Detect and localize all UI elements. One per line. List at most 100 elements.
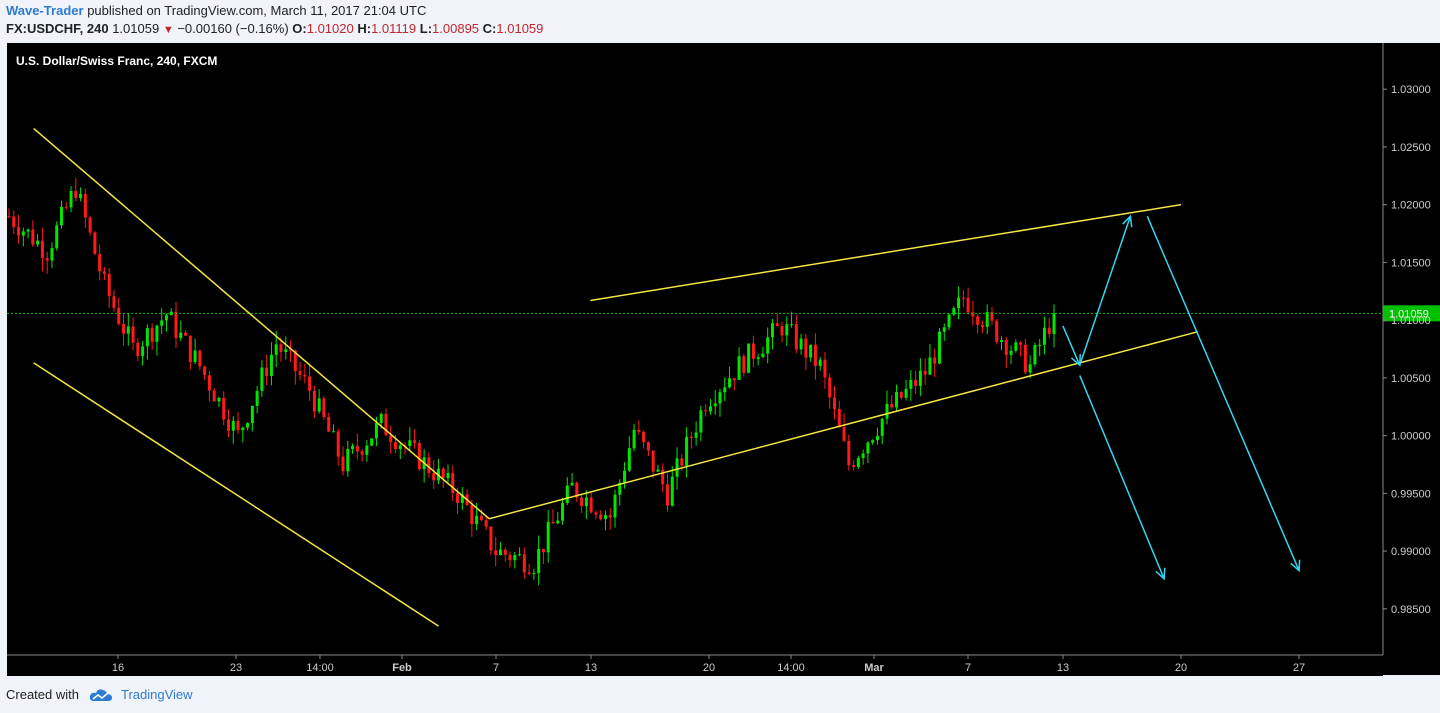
- arrow-head: [1155, 567, 1166, 581]
- candle-body: [718, 392, 722, 404]
- candle-body: [351, 445, 355, 450]
- created-with-label: Created with: [6, 687, 79, 702]
- candle-body: [131, 326, 135, 343]
- candle-body: [222, 397, 226, 420]
- candle-body: [556, 520, 560, 524]
- candle-body: [823, 359, 827, 378]
- candle-body: [546, 521, 550, 553]
- price-tick-label: 1.02000: [1391, 200, 1431, 212]
- candle-body: [918, 370, 922, 386]
- low-label: L:: [419, 21, 433, 36]
- candle-body: [603, 515, 607, 520]
- candle-body: [36, 240, 40, 245]
- candle-body: [327, 417, 331, 432]
- candle-body: [861, 453, 865, 459]
- candle-body: [427, 457, 431, 474]
- chart-title: U.S. Dollar/Swiss Franc, 240, FXCM: [16, 54, 217, 68]
- time-tick-label: 20: [703, 662, 715, 674]
- candle-body: [21, 231, 25, 236]
- candle-body: [589, 497, 593, 513]
- candle-body: [613, 494, 617, 518]
- close-value: 1.01059: [496, 21, 544, 36]
- author-link[interactable]: Wave-Trader: [6, 3, 84, 18]
- candle-body: [785, 324, 789, 336]
- candle-body: [713, 403, 717, 407]
- candle-body: [675, 458, 679, 477]
- time-tick-label: 16: [112, 662, 124, 674]
- candle-body: [947, 314, 951, 328]
- price-tick-label: 1.01500: [1391, 257, 1431, 269]
- candle-body: [26, 229, 30, 232]
- candle-body: [561, 503, 565, 521]
- candle-body: [837, 409, 841, 428]
- candle-body: [737, 356, 741, 380]
- last-value: 1.01059: [112, 21, 160, 36]
- candle-body: [45, 257, 49, 261]
- candle-body: [83, 193, 87, 218]
- price-tick-label: 1.03000: [1391, 84, 1431, 96]
- candle-body: [575, 482, 579, 498]
- candle-body: [856, 458, 860, 467]
- candle-body: [1047, 327, 1051, 335]
- candle-body: [761, 353, 765, 358]
- candle-body: [164, 315, 168, 321]
- candle-body: [494, 550, 498, 555]
- candle-body: [565, 485, 569, 504]
- candle-body: [384, 413, 388, 436]
- publish-info: Wave-Trader published on TradingView.com…: [6, 3, 426, 18]
- candle-body: [69, 190, 73, 208]
- candle-body: [203, 366, 207, 376]
- candle-body: [12, 216, 16, 228]
- close-label: C:: [482, 21, 497, 36]
- candle-body: [842, 427, 846, 441]
- candle-body: [1009, 350, 1013, 355]
- time-tick-label: 14:00: [777, 662, 805, 674]
- time-tick-label: 20: [1175, 662, 1187, 674]
- candle-body: [670, 476, 674, 506]
- candle-body: [355, 445, 359, 452]
- candle-body: [890, 403, 894, 408]
- price-tick-label: 1.00000: [1391, 431, 1431, 443]
- candle-body: [446, 472, 450, 479]
- tradingview-link[interactable]: TradingView: [120, 687, 193, 702]
- candle-body: [594, 512, 598, 515]
- candle-body: [732, 378, 736, 380]
- candle-body: [231, 420, 235, 431]
- candle-body: [460, 494, 464, 503]
- tradingview-logo-icon: [89, 688, 112, 701]
- projection-arrow: [1062, 325, 1081, 366]
- candle-body: [1000, 340, 1004, 342]
- candle-body: [809, 344, 813, 358]
- candle-body: [909, 379, 913, 389]
- candle-body: [269, 354, 273, 376]
- candle-body: [289, 349, 293, 351]
- candle-body: [1033, 345, 1037, 365]
- price-tick-label: 0.99000: [1391, 546, 1431, 558]
- price-chart[interactable]: 1.01059 1.03000 1.02500 1.02000 1.01500 1.01…: [0, 43, 1440, 677]
- arrow-head: [1122, 214, 1133, 228]
- candle-body: [284, 349, 288, 352]
- open-label: O:: [292, 21, 307, 36]
- candle-body: [432, 473, 436, 481]
- candle-body: [484, 520, 488, 527]
- candle-body: [475, 515, 479, 525]
- candle-body: [308, 376, 312, 391]
- candle-body: [1004, 340, 1008, 355]
- candle-body: [742, 356, 746, 373]
- candle-body: [451, 472, 455, 494]
- candle-body: [961, 297, 965, 299]
- candle-body: [770, 323, 774, 338]
- candle-body: [394, 442, 398, 450]
- candle-body: [93, 232, 97, 255]
- candle-body: [188, 335, 192, 363]
- candle-body: [942, 327, 946, 332]
- candle-body: [1038, 344, 1042, 346]
- candle-body: [479, 515, 483, 521]
- candle-body: [623, 470, 627, 483]
- candle-body: [1023, 344, 1027, 373]
- candle-body: [866, 442, 870, 454]
- candle-body: [88, 217, 92, 233]
- candle-body: [17, 227, 21, 236]
- candle-body: [50, 248, 54, 261]
- time-tick-label: 13: [585, 662, 597, 674]
